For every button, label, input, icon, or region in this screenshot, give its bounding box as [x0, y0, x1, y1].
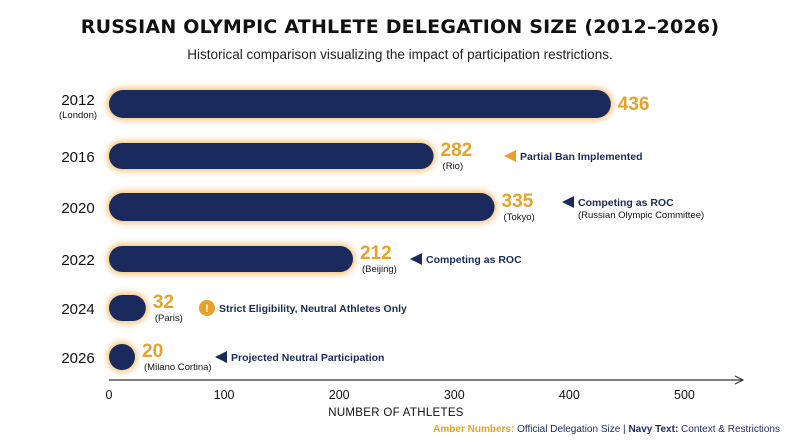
footnote-navy-text: Context & Restrictions	[678, 424, 780, 435]
y-category-label: 2012	[61, 92, 94, 109]
footnote-navy-label: Navy Text:	[628, 424, 679, 435]
chart-subtitle: Historical comparison visualizing the im…	[187, 47, 613, 62]
y-category-sublabel: (London)	[59, 110, 97, 121]
pointer-arrow-icon	[410, 253, 422, 265]
x-tick-label: 0	[106, 388, 113, 402]
bar	[109, 193, 495, 221]
pointer-arrow-icon	[215, 351, 227, 363]
x-axis-title: NUMBER OF ATHLETES	[328, 407, 464, 419]
data-sublabel: (Paris)	[155, 313, 183, 324]
y-category-label: 2026	[61, 350, 94, 367]
data-label: 20	[142, 341, 163, 362]
pointer-arrow-icon	[504, 150, 516, 162]
x-axis-arrow-icon	[734, 375, 745, 385]
annotation-text: Projected Neutral Participation	[231, 352, 384, 364]
y-category-label: 2020	[61, 200, 94, 217]
footnote-amber-text: Official Delegation Size |	[514, 424, 629, 435]
x-tick-label: 500	[674, 388, 695, 402]
y-category-label: 2016	[61, 149, 94, 166]
pointer-arrow-icon	[562, 196, 574, 208]
warning-icon-glyph: !	[205, 303, 209, 315]
annotation-text: Partial Ban Implemented	[520, 151, 643, 163]
y-category-label: 2024	[61, 301, 94, 318]
data-label: 212	[360, 243, 392, 264]
data-sublabel: (Tokyo)	[504, 212, 535, 223]
data-label: 335	[502, 191, 534, 212]
chart-footnote: Amber Numbers: Official Delegation Size …	[433, 424, 780, 435]
bar	[109, 344, 135, 370]
bar	[109, 295, 146, 321]
data-label: 436	[618, 94, 650, 115]
warning-icon	[199, 300, 215, 316]
data-label: 282	[441, 140, 473, 161]
footnote-amber-label: Amber Numbers:	[433, 424, 515, 435]
annotation-text: (Russian Olympic Committee)	[578, 210, 704, 221]
bar	[109, 90, 611, 118]
data-sublabel: (Milano Cortina)	[144, 362, 212, 373]
data-sublabel: (Beijing)	[362, 264, 397, 275]
x-tick-label: 200	[329, 388, 350, 402]
y-category-label: 2022	[61, 252, 94, 269]
x-tick-label: 300	[444, 388, 465, 402]
annotation-text: Strict Eligibility, Neutral Athletes Onl…	[219, 303, 407, 315]
x-tick-label: 100	[214, 388, 235, 402]
bar	[109, 246, 353, 272]
chart-title: RUSSIAN OLYMPIC ATHLETE DELEGATION SIZE …	[80, 16, 720, 38]
data-label: 32	[153, 292, 174, 313]
annotation-text: Competing as ROC	[578, 197, 674, 209]
x-tick-label: 400	[559, 388, 580, 402]
data-sublabel: (Rio)	[443, 161, 464, 172]
annotation-text: Competing as ROC	[426, 254, 522, 266]
bar	[109, 143, 434, 169]
